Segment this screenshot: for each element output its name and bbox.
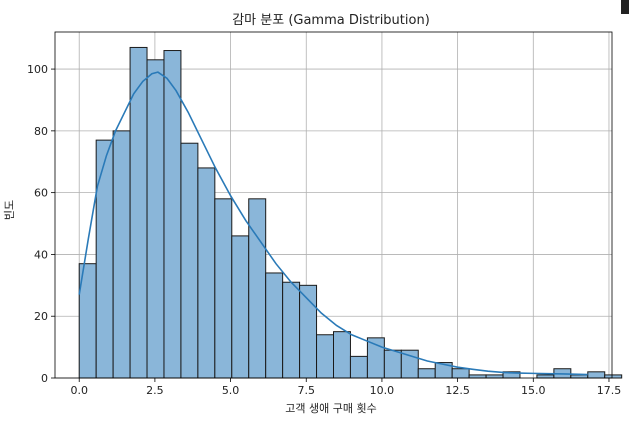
y-tick-label: 60 bbox=[34, 187, 48, 200]
histogram-bar bbox=[146, 59, 165, 379]
kde-curve bbox=[78, 71, 588, 376]
y-tick-label: 100 bbox=[27, 63, 48, 76]
x-tick-label: 5.0 bbox=[222, 384, 240, 397]
window-edge-marker bbox=[621, 0, 629, 14]
x-tick-label: 7.5 bbox=[298, 384, 316, 397]
histogram-bar bbox=[112, 130, 131, 379]
histogram-bar bbox=[468, 374, 487, 379]
y-tick-label: 40 bbox=[34, 248, 48, 261]
histogram-bar bbox=[265, 272, 284, 379]
x-axis-label: 고객 생애 구매 횟수 bbox=[285, 402, 376, 415]
histogram-bar bbox=[604, 374, 623, 379]
histogram-bar bbox=[95, 139, 114, 379]
x-tick-label: 0.0 bbox=[70, 384, 88, 397]
y-tick-label: 20 bbox=[34, 310, 48, 323]
histogram-bar bbox=[316, 334, 334, 379]
histogram-bar bbox=[383, 349, 402, 379]
histogram-bar bbox=[163, 50, 182, 379]
y-tick-label: 0 bbox=[41, 372, 48, 385]
histogram-bars bbox=[78, 46, 623, 379]
histogram-bar bbox=[248, 198, 267, 379]
histogram-bar bbox=[282, 281, 301, 379]
x-tick-label: 15.0 bbox=[521, 384, 546, 397]
histogram-bar bbox=[451, 368, 470, 379]
y-axis-label: 빈도 bbox=[3, 200, 16, 220]
histogram-bar bbox=[485, 374, 504, 379]
x-tick-label: 12.5 bbox=[445, 384, 470, 397]
x-axis-ticks: 0.0 2.5 5.0 7.5 10.0 12.5 15.0 17.5 bbox=[70, 378, 621, 397]
histogram-bar bbox=[536, 374, 555, 379]
x-tick-label: 10.0 bbox=[370, 384, 395, 397]
x-tick-label: 2.5 bbox=[146, 384, 164, 397]
axes-frame bbox=[54, 31, 613, 379]
histogram-bar bbox=[333, 331, 351, 379]
x-tick-label: 17.5 bbox=[597, 384, 622, 397]
histogram-bar bbox=[349, 355, 368, 379]
histogram-bar bbox=[180, 142, 199, 379]
histogram-bar bbox=[587, 371, 606, 379]
histogram-bar bbox=[417, 368, 436, 379]
histogram-bar bbox=[570, 374, 589, 379]
histogram-bar bbox=[214, 198, 233, 379]
chart-title: 감마 분포 (Gamma Distribution) bbox=[232, 13, 430, 28]
y-axis-ticks: 0 20 40 60 80 100 bbox=[27, 63, 55, 385]
y-tick-label: 80 bbox=[34, 125, 48, 138]
histogram-bar bbox=[231, 235, 250, 379]
histogram-bar bbox=[197, 167, 216, 379]
